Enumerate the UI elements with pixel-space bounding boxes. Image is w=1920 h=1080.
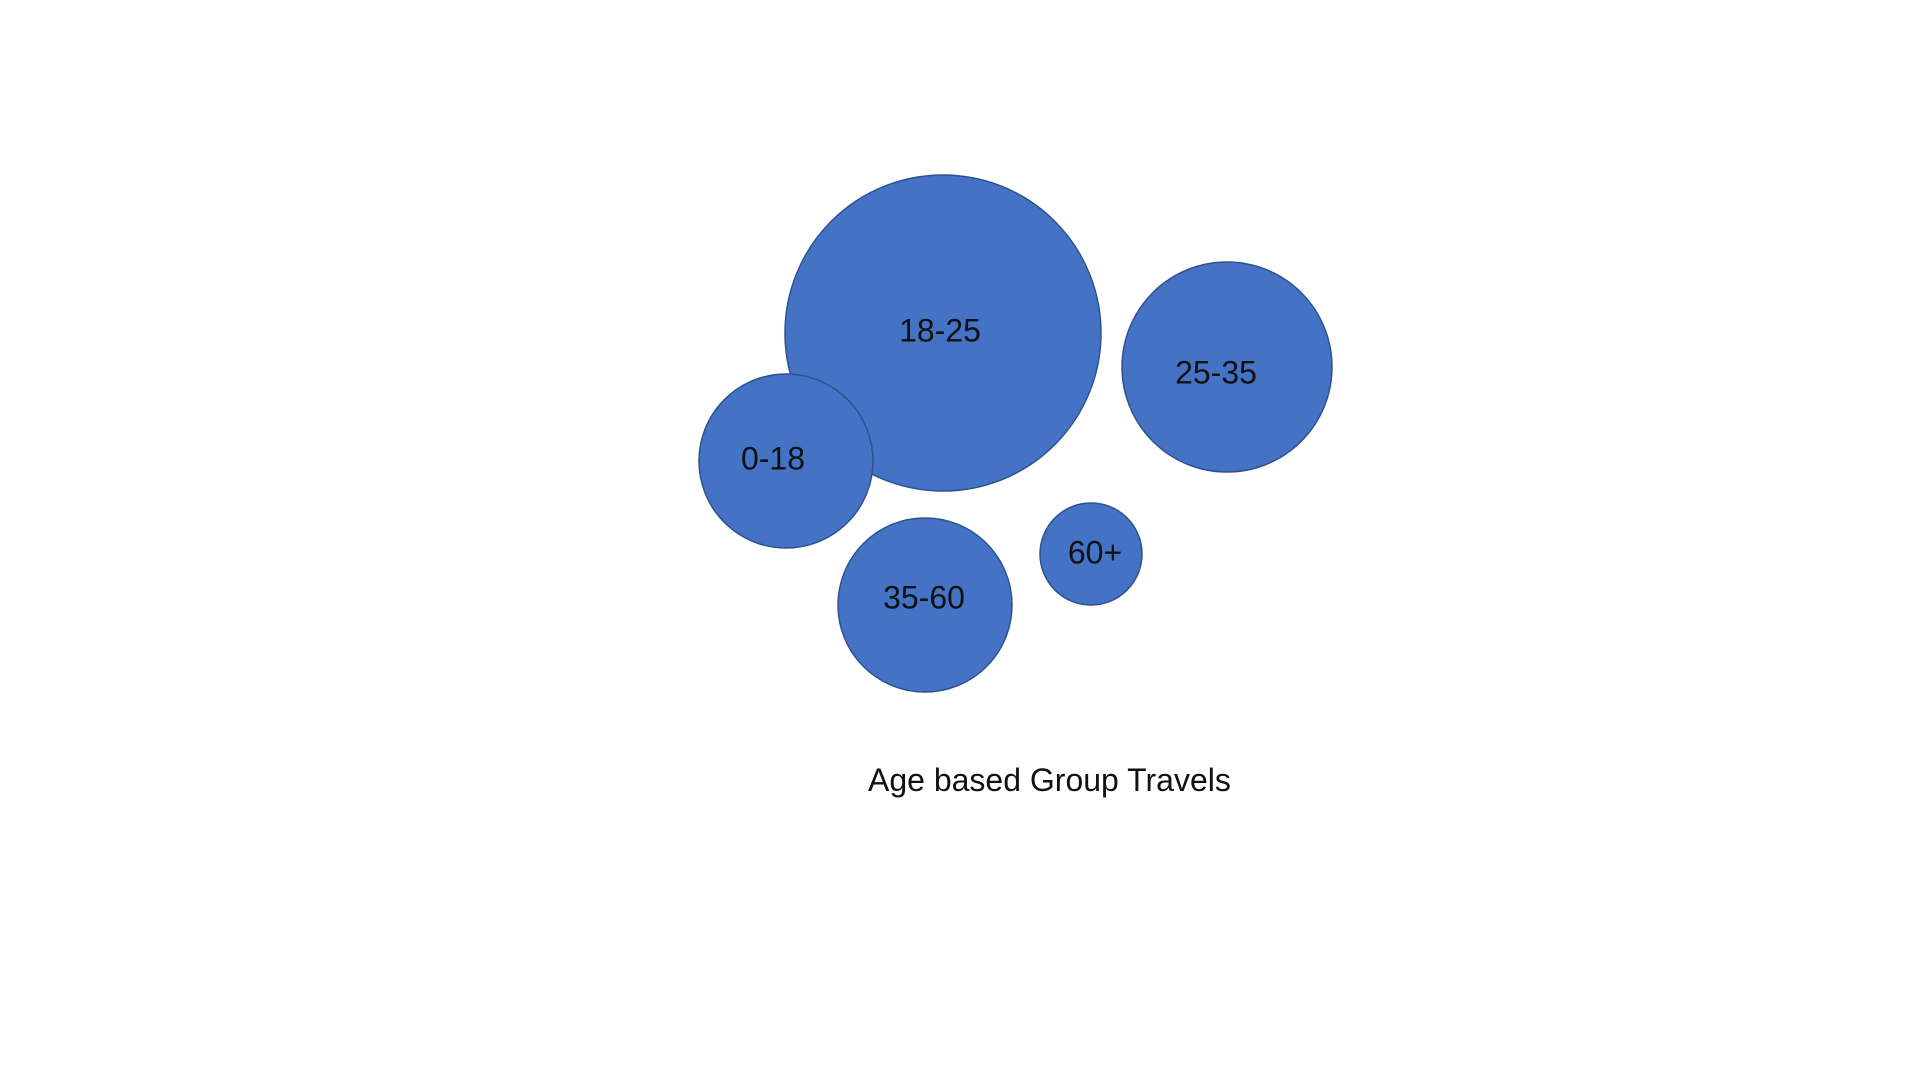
bubble-label-60plus: 60+: [1068, 534, 1122, 570]
bubble-25-35: 25-35: [1121, 261, 1333, 473]
bubble-label-18-25: 18-25: [899, 312, 981, 348]
bubble-label-35-60: 35-60: [883, 579, 965, 615]
bubble-60plus: 60+: [1039, 502, 1143, 606]
bubble-35-60: 35-60: [837, 517, 1013, 693]
bubble-circle-35-60: [837, 517, 1013, 693]
bubble-0-18: 0-18: [698, 373, 874, 549]
bubble-circle-0-18: [698, 373, 874, 549]
bubble-circle-25-35: [1121, 261, 1333, 473]
bubble-label-25-35: 25-35: [1175, 354, 1257, 390]
bubble-label-0-18: 0-18: [741, 440, 805, 476]
bubble-18-25: 18-25: [784, 174, 1102, 492]
bubble-circle-60plus: [1039, 502, 1143, 606]
bubble-circle-18-25: [784, 174, 1102, 492]
